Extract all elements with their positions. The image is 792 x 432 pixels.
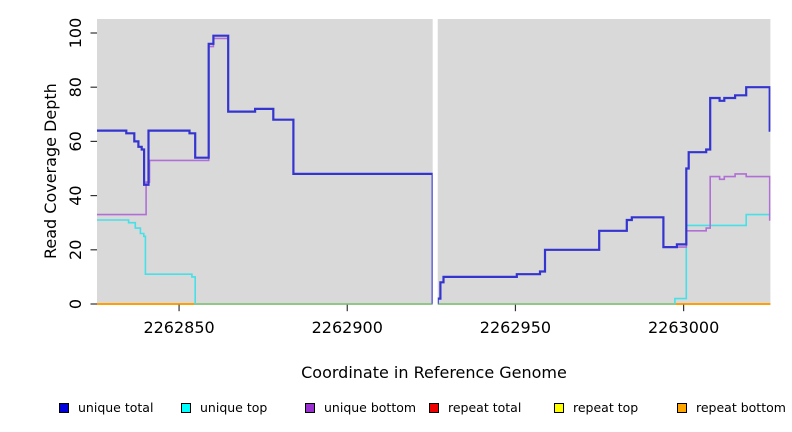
y-tick-label: 40 [66,185,85,205]
x-axis-title: Coordinate in Reference Genome [301,363,567,382]
legend-item-repeat-total: repeat total [429,400,521,416]
legend-swatch-unique-total [59,403,69,413]
legend-item-unique-top: unique top [181,400,267,416]
y-tick-label: 20 [66,240,85,260]
legend-swatch-repeat-bottom [677,403,687,413]
series-line-unique-top [97,213,771,305]
legend-label: unique top [200,400,268,415]
x-tick-label: 2262900 [312,318,383,337]
legend-label: unique total [78,400,154,415]
legend-label: unique bottom [324,400,417,415]
legend: unique total unique top unique bottom repea… [0,400,792,420]
legend-item-repeat-bottom: repeat bottom [677,400,786,416]
missing-data-gap [432,18,438,306]
legend-swatch-repeat-top [554,403,564,413]
legend-item-repeat-top: repeat top [554,400,638,416]
x-tick-label: 2262950 [480,318,551,337]
y-axis-title: Read Coverage Depth [41,83,60,259]
y-tick-label: 100 [66,18,85,49]
x-tick-label: 2263000 [648,318,719,337]
y-tick-label: 80 [66,77,85,97]
legend-label: repeat total [448,400,522,415]
legend-swatch-repeat-total [429,403,439,413]
legend-item-unique-bottom: unique bottom [305,400,416,416]
x-tick-label: 2262850 [143,318,214,337]
y-tick-label: 60 [66,131,85,151]
legend-swatch-unique-top [181,403,191,413]
y-tick-label: 0 [66,299,85,309]
legend-label: repeat top [573,400,639,415]
legend-swatch-unique-bottom [305,403,315,413]
series-line-unique-total [97,34,771,304]
legend-label: repeat bottom [696,400,786,415]
legend-item-unique-total: unique total [59,400,153,416]
